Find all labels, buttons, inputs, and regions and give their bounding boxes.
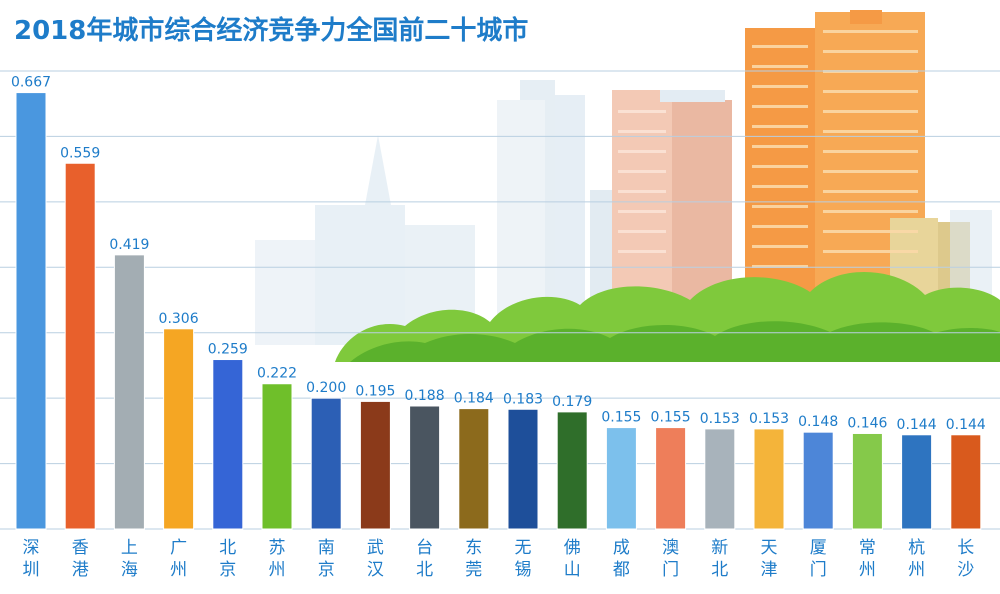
value-label-7: 0.200	[306, 380, 346, 396]
value-labels-group: 0.667 0.559 0.419 0.306 0.259 0.222 0.200 0.195…	[11, 75, 986, 433]
category-label-19: 杭州	[908, 538, 925, 580]
bar-4	[163, 328, 195, 530]
bar-15	[704, 428, 736, 530]
bar-16	[753, 428, 785, 530]
category-label-9: 台北	[416, 538, 433, 580]
value-label-4: 0.306	[159, 311, 199, 327]
value-label-5: 0.259	[208, 342, 248, 358]
bar-12	[556, 411, 588, 530]
category-label-8: 武汉	[367, 538, 384, 580]
bar-14	[655, 427, 687, 530]
category-label-4: 广州	[170, 538, 187, 580]
value-label-19: 0.144	[897, 417, 937, 433]
category-label-7: 南京	[318, 538, 335, 580]
value-label-20: 0.144	[946, 417, 986, 433]
bar-17	[802, 431, 834, 530]
value-label-3: 0.419	[109, 237, 149, 253]
bar-2	[64, 162, 96, 530]
value-label-16: 0.153	[749, 411, 789, 427]
bar-7	[310, 397, 342, 530]
value-label-6: 0.222	[257, 366, 297, 382]
category-label-12: 佛山	[564, 538, 581, 580]
category-label-3: 上海	[121, 538, 138, 580]
value-label-11: 0.183	[503, 391, 543, 407]
value-label-2: 0.559	[60, 145, 100, 161]
category-label-20: 长沙	[957, 538, 974, 580]
bar-20	[950, 434, 982, 530]
value-label-1: 0.667	[11, 75, 51, 91]
value-label-12: 0.179	[552, 394, 592, 410]
value-label-8: 0.195	[355, 383, 395, 399]
bar-5	[212, 359, 244, 530]
bar-19	[901, 434, 933, 530]
category-label-17: 厦门	[810, 538, 827, 580]
category-label-10: 东莞	[465, 538, 482, 580]
bars-group	[15, 92, 982, 530]
category-label-11: 无锡	[515, 538, 532, 580]
value-label-13: 0.155	[601, 410, 641, 426]
category-label-15: 新北	[711, 538, 728, 580]
bar-9	[409, 405, 441, 530]
value-label-15: 0.153	[700, 411, 740, 427]
value-label-9: 0.188	[405, 388, 445, 404]
bar-3	[113, 254, 145, 530]
category-label-18: 常州	[859, 538, 876, 580]
value-label-14: 0.155	[651, 410, 691, 426]
bar-1	[15, 92, 47, 530]
category-label-1: 深圳	[23, 538, 40, 580]
value-label-17: 0.148	[798, 414, 838, 430]
bar-10	[458, 408, 490, 530]
chart-title: 2018年城市综合经济竞争力全国前二十城市	[14, 16, 529, 46]
bar-11	[507, 408, 539, 530]
bar-8	[359, 400, 391, 530]
bar-6	[261, 383, 293, 530]
value-label-18: 0.146	[847, 415, 887, 431]
category-label-14: 澳门	[662, 538, 679, 580]
bar-13	[605, 427, 637, 530]
city-skyline-illustration	[255, 10, 1000, 362]
category-label-16: 天津	[761, 538, 778, 580]
category-label-5: 北京	[219, 538, 236, 580]
category-label-6: 苏州	[269, 538, 286, 580]
bar-18	[851, 432, 883, 530]
category-label-2: 香港	[72, 538, 89, 580]
value-label-10: 0.184	[454, 391, 494, 407]
category-label-13: 成都	[613, 538, 630, 580]
